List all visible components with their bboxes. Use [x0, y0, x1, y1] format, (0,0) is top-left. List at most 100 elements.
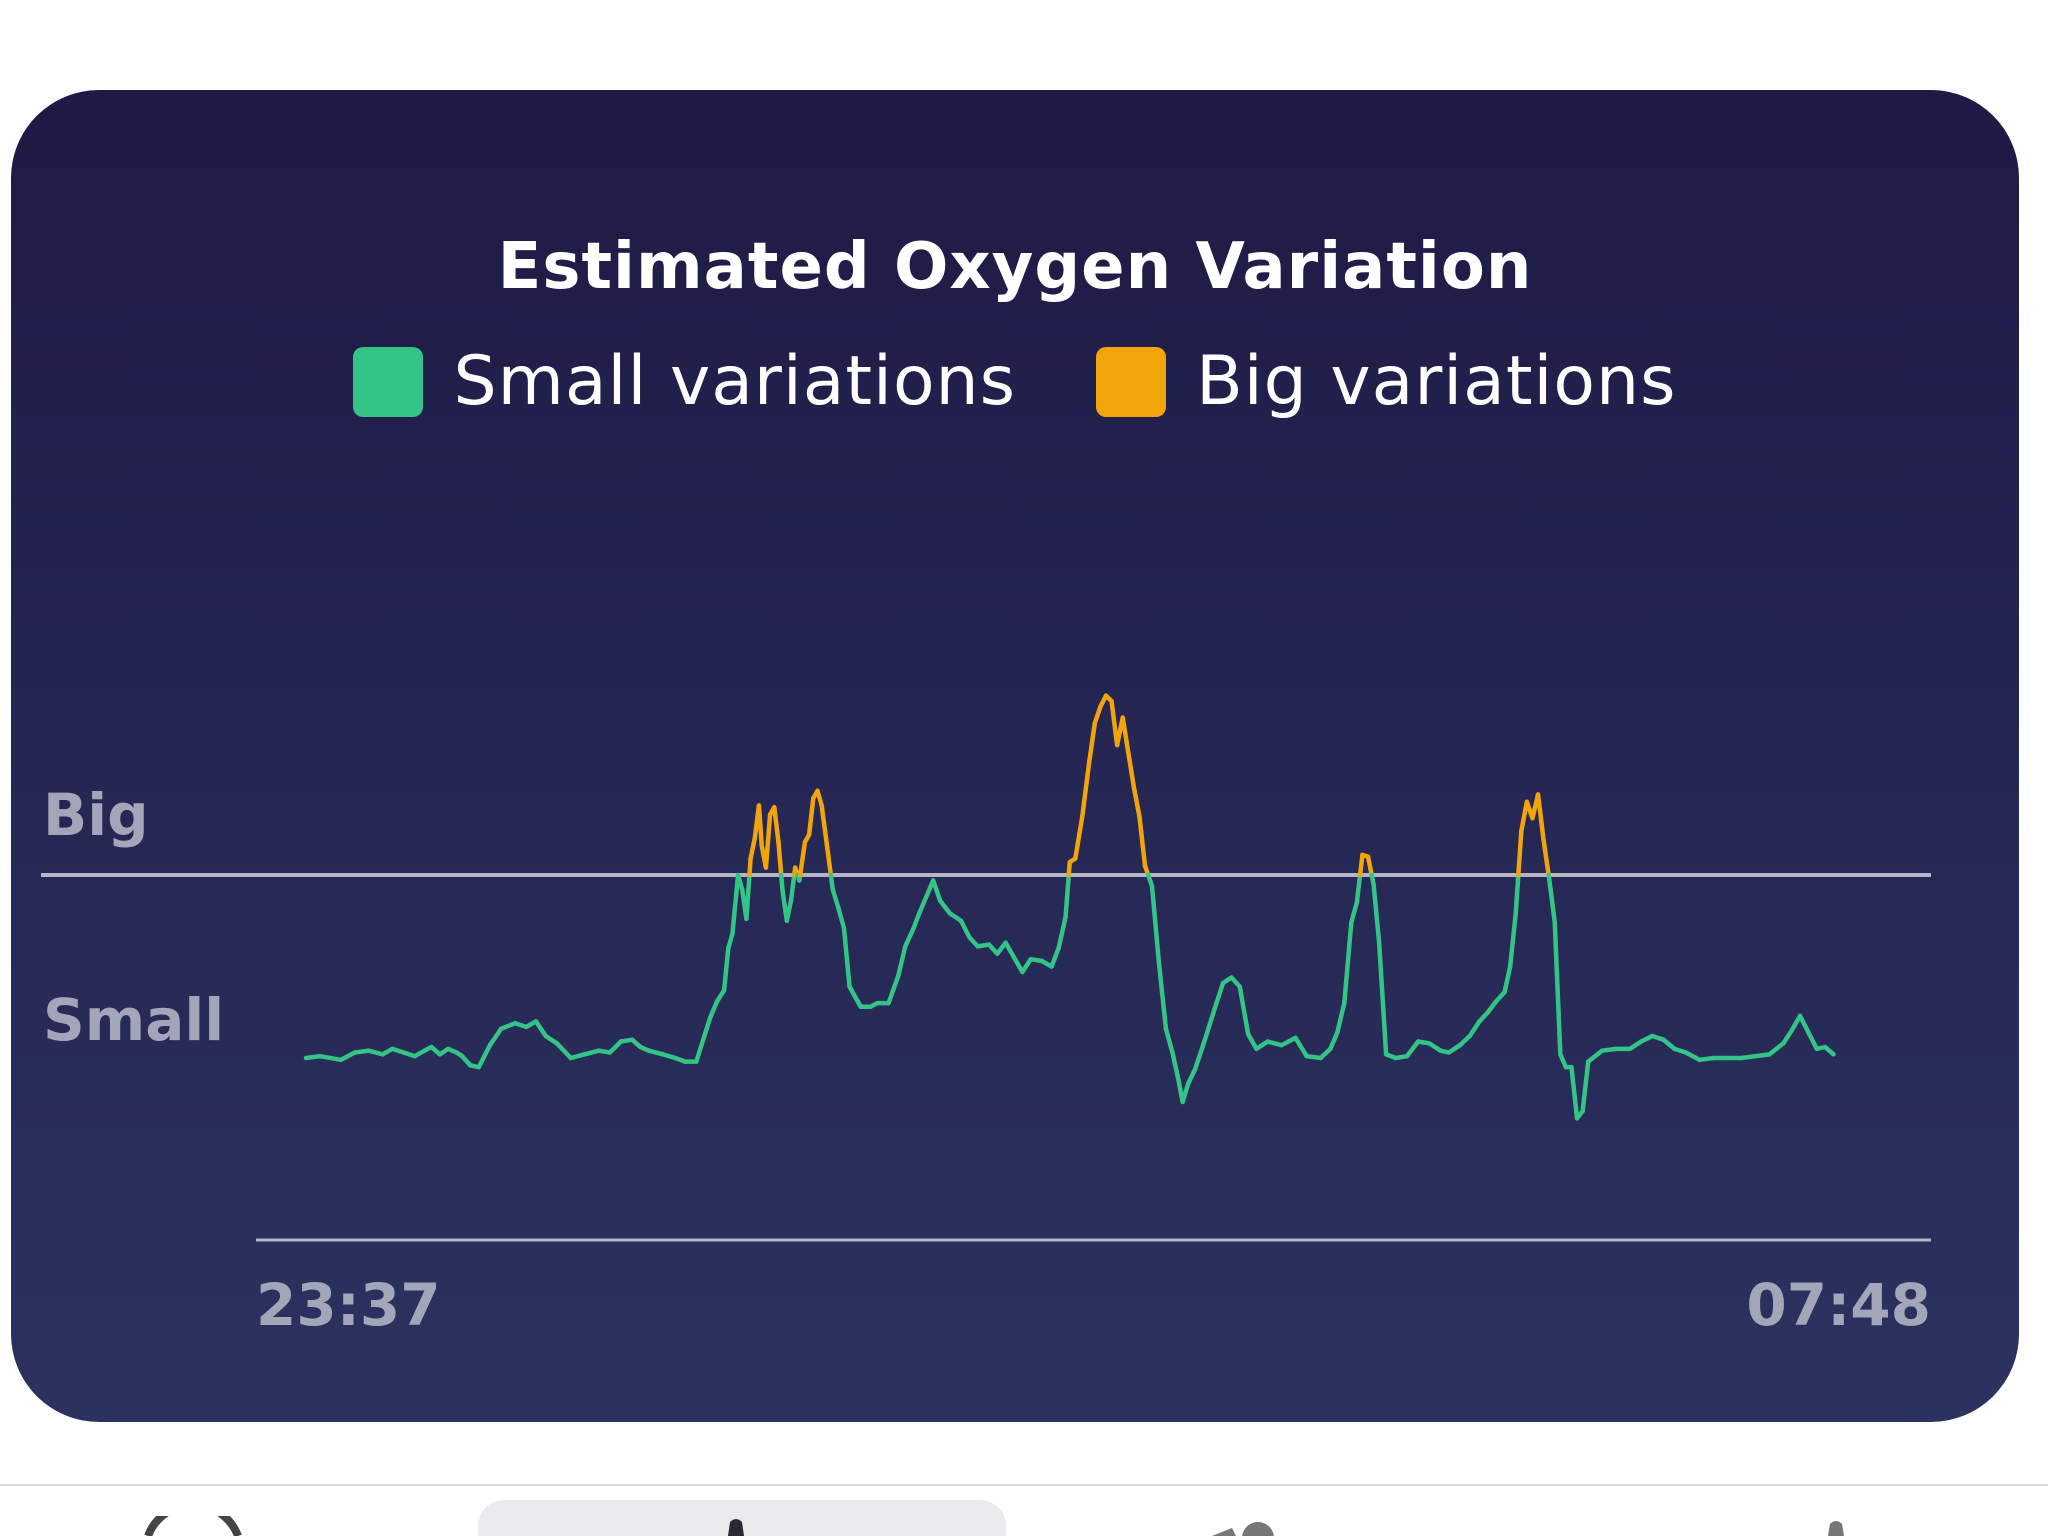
series-segment-25 [582, 1048, 601, 1057]
legend-swatch-small [353, 346, 424, 417]
series-segment-44 [747, 856, 753, 878]
series-segment-180 [1661, 1037, 1677, 1052]
series-segment-190 [1789, 1013, 1803, 1033]
series-segment-115 [1156, 960, 1169, 1031]
series-segment-157 [1502, 964, 1513, 995]
community-icon[interactable] [1208, 1516, 1278, 1536]
series-segment-129 [1265, 1039, 1284, 1048]
series-segment-187 [1753, 1052, 1772, 1059]
series-segment-159 [1513, 872, 1521, 916]
series-segment-171 [1569, 1064, 1580, 1121]
series-segment-53 [779, 872, 785, 894]
series-segment-102 [1087, 720, 1098, 764]
series-segment-141 [1365, 854, 1374, 878]
series-segment-70 [836, 905, 847, 931]
series-segment-122 [1202, 1006, 1217, 1042]
series-segment-116 [1163, 1026, 1176, 1057]
series-segment-23 [554, 1041, 574, 1061]
x-tick-label-start: 23:37 [256, 1271, 441, 1339]
series-segment-158 [1507, 911, 1518, 969]
series-segment-92 [1020, 956, 1033, 975]
series-segment-192 [1806, 1030, 1820, 1052]
series-segment-169 [1558, 1052, 1569, 1070]
series-segment-83 [937, 898, 953, 916]
series-segment-153 [1467, 1019, 1482, 1039]
series-segment-126 [1237, 984, 1251, 1037]
series-segment-186 [1739, 1053, 1758, 1061]
series-segment-103 [1092, 704, 1103, 726]
series-segment-135 [1335, 1000, 1347, 1035]
series-segment-175 [1599, 1046, 1619, 1053]
series-segment-41 [735, 872, 745, 892]
series-segment-97 [1063, 872, 1072, 920]
series-segment-82 [930, 878, 943, 903]
series-segment-168 [1552, 920, 1563, 1057]
series-segment-80 [916, 894, 929, 916]
series-segment-111 [1137, 814, 1148, 869]
x-tick-label-end: 07:48 [1746, 1271, 1931, 1339]
oxygen-variation-card[interactable]: Estimated Oxygen Variation Small variati… [11, 90, 2019, 1422]
series-segment-21 [533, 1019, 548, 1039]
series-segment-106 [1109, 698, 1120, 748]
series-segment-161 [1519, 799, 1530, 834]
series-segment-134 [1328, 1030, 1340, 1052]
legend-label-small: Small variations [453, 342, 1017, 421]
series-segment-90 [1003, 940, 1017, 960]
series-segment-100 [1073, 814, 1085, 861]
discover-icon[interactable] [716, 1516, 756, 1536]
series-segment-131 [1293, 1035, 1309, 1059]
series-segment-2 [338, 1050, 358, 1063]
series-segment-173 [1580, 1059, 1591, 1114]
series-segment-39 [726, 931, 735, 951]
series-segment-4 [366, 1048, 385, 1057]
series-segment-136 [1342, 920, 1354, 1006]
premium-icon[interactable] [1816, 1516, 1856, 1536]
series-segment-139 [1357, 852, 1365, 878]
series-segment-85 [958, 918, 972, 940]
series-segment-114 [1149, 883, 1162, 966]
series-segment-95 [1049, 945, 1061, 969]
chart-marks: Big Small 23:37 07:48 [41, 693, 1931, 1339]
series-segment-3 [352, 1048, 371, 1055]
series-segment-72 [847, 984, 863, 1010]
series-segment-16 [476, 1042, 493, 1070]
series-segment-45 [748, 836, 758, 861]
series-segment-40 [730, 872, 741, 936]
series-segment-117 [1170, 1052, 1181, 1083]
series-segment-91 [1011, 955, 1025, 975]
series-segment-18 [498, 1020, 518, 1031]
series-segment-160 [1516, 828, 1524, 878]
series-segment-143 [1371, 881, 1382, 945]
chart-legend: Small variations Big variations [11, 342, 2019, 421]
series-segment-109 [1126, 750, 1137, 790]
series-segment-101 [1080, 759, 1092, 819]
series-segment-110 [1131, 784, 1142, 819]
series-segment-127 [1245, 1031, 1259, 1052]
series-segment-79 [911, 911, 922, 931]
legend-swatch-big [1096, 346, 1167, 417]
series-segment-36 [707, 999, 720, 1020]
series-segment-51 [772, 805, 781, 845]
series-segment-188 [1767, 1041, 1786, 1057]
series-segment-191 [1797, 1013, 1811, 1035]
series-segment-147 [1404, 1039, 1421, 1059]
series-segment-138 [1354, 872, 1363, 905]
series-segment-121 [1192, 1037, 1208, 1072]
series-segment-35 [693, 1015, 713, 1064]
oxygen-variation-chart: Big Small 23:37 07:48 [41, 693, 1931, 1339]
series-segment-55 [784, 898, 794, 923]
series-segment-67 [824, 845, 834, 878]
legend-label-big: Big variations [1196, 342, 1677, 421]
series-segment-183 [1697, 1055, 1716, 1063]
today-icon[interactable] [138, 1516, 248, 1536]
series-segment-52 [776, 839, 784, 878]
series-segment-137 [1349, 900, 1360, 925]
series-segment-182 [1683, 1050, 1702, 1063]
series-segment-63 [806, 795, 816, 837]
series-segment-78 [903, 925, 916, 949]
y-label-big: Big [43, 781, 149, 849]
series-segment-144 [1376, 940, 1389, 1057]
y-label-small: Small [43, 986, 224, 1054]
series-segment-174 [1585, 1048, 1605, 1064]
